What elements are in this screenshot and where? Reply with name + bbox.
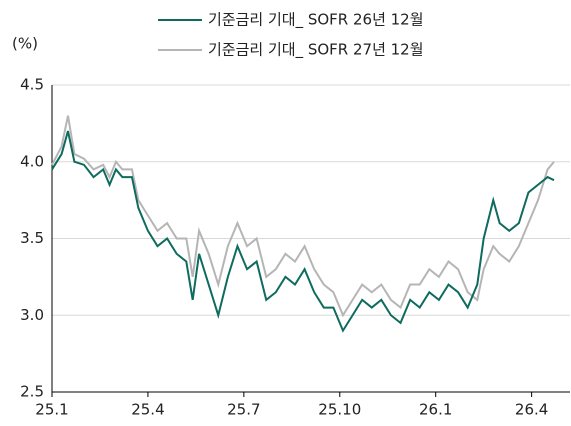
- x-tick-label: 26.1: [419, 401, 452, 419]
- x-tick-label: 25.4: [131, 401, 164, 419]
- y-tick-label: 3.5: [20, 229, 44, 247]
- y-axis-label: (%): [12, 35, 38, 53]
- series-line: [51, 130, 555, 333]
- x-tick-label: 25.1: [35, 401, 68, 419]
- y-tick-label: 2.5: [20, 383, 44, 401]
- x-tick-label: 25.7: [227, 401, 260, 419]
- y-tick-label: 4.0: [20, 152, 44, 170]
- series-line: [51, 115, 555, 318]
- x-tick-label: 26.4: [515, 401, 548, 419]
- x-tick-label: 25.10: [318, 401, 361, 419]
- y-tick-label: 3.0: [20, 306, 44, 324]
- legend-label: 기준금리 기대_ SOFR 26년 12월: [208, 11, 424, 30]
- legend-label: 기준금리 기대_ SOFR 27년 12월: [208, 41, 424, 60]
- y-tick-label: 4.5: [20, 76, 44, 94]
